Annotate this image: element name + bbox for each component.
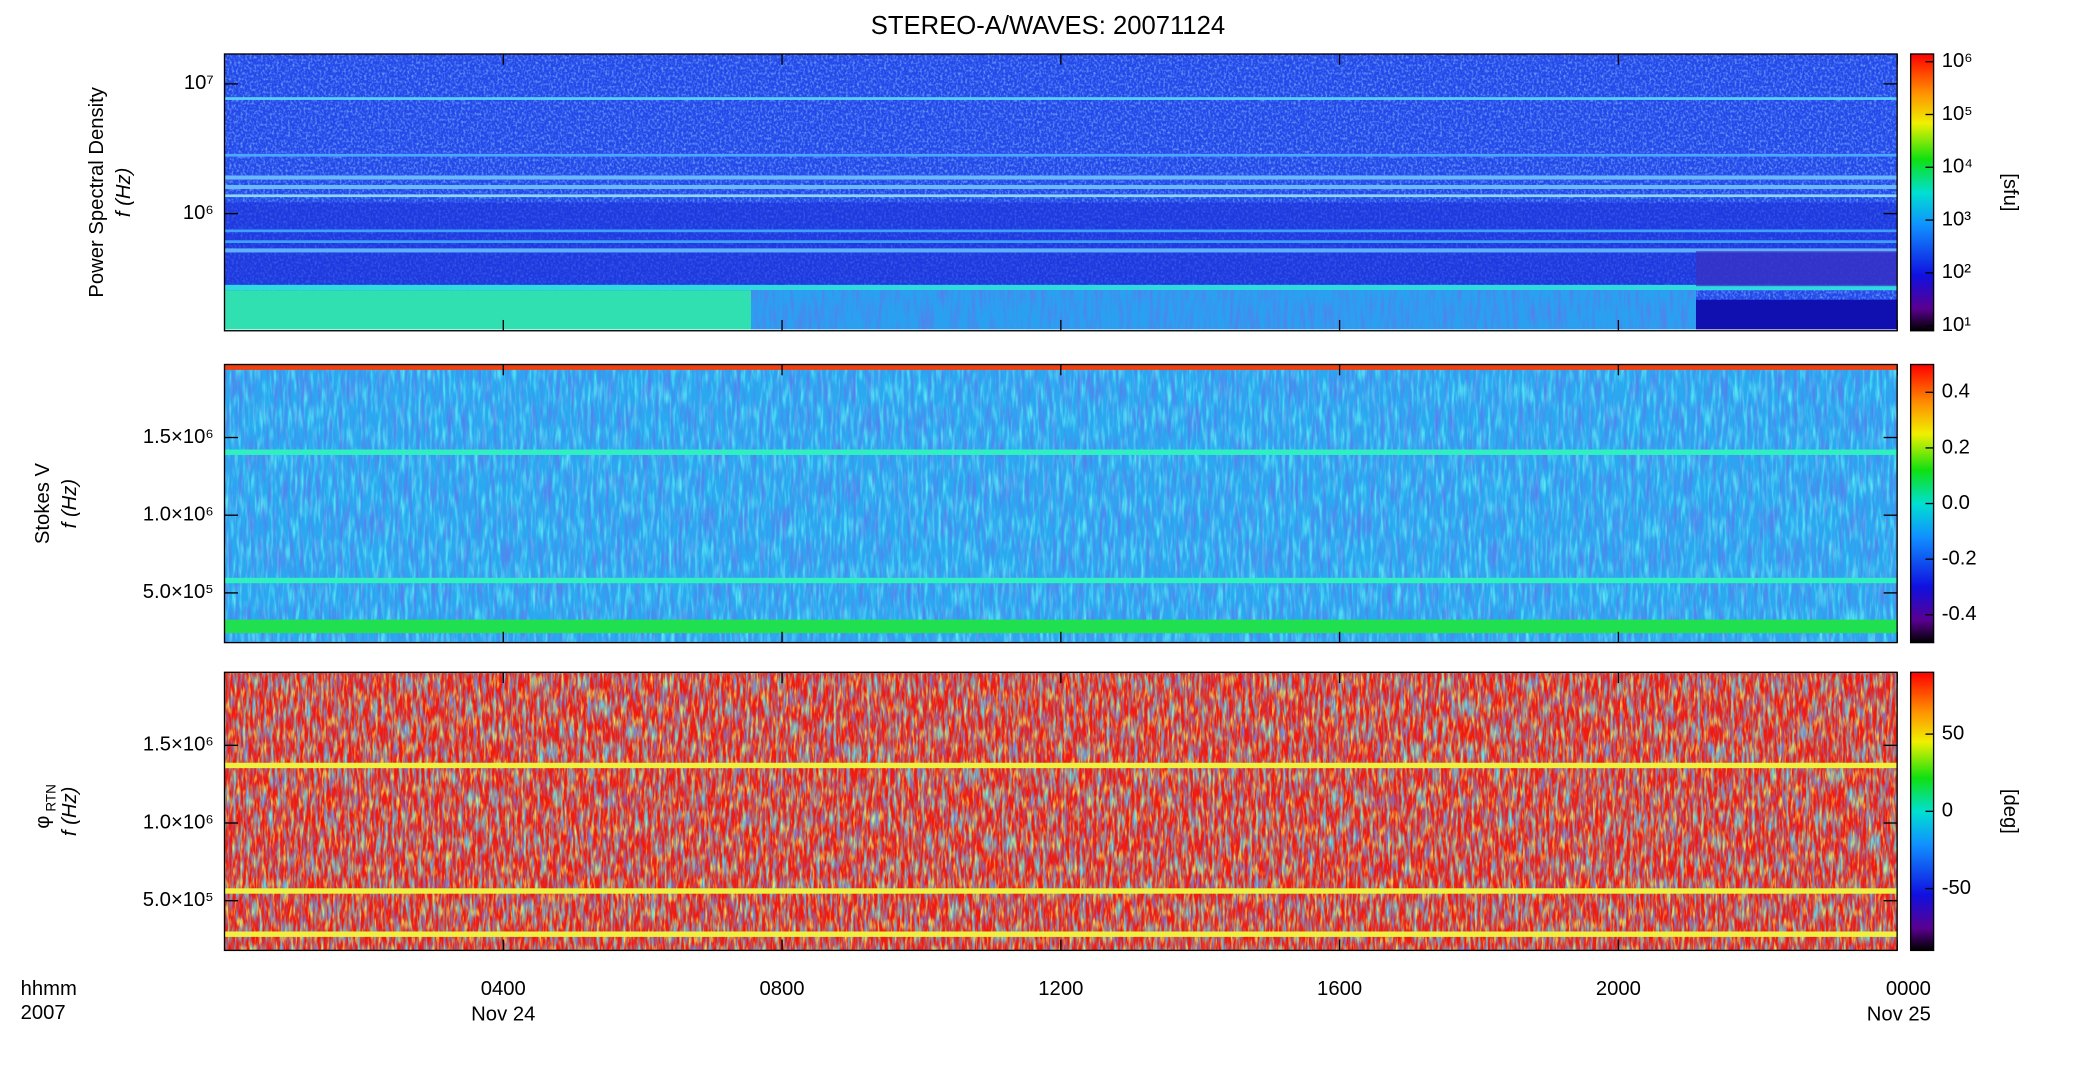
colorbar-label: [sfu] bbox=[1999, 173, 2021, 211]
y-tick-label: 1.5×10⁶ bbox=[143, 734, 214, 756]
y-axis-label: f (Hz) bbox=[59, 479, 81, 528]
x-tick-label: 0000 bbox=[1886, 978, 1931, 1000]
y-tick-label: 5.0×10⁵ bbox=[143, 889, 214, 911]
y-tick-label: 10⁶ bbox=[183, 202, 214, 224]
x-tick-sublabel: Nov 24 bbox=[471, 1004, 535, 1026]
colorbar-tick-label: -0.2 bbox=[1942, 548, 1977, 570]
colorbar-tick-label: 10⁴ bbox=[1942, 156, 1973, 178]
y-tick-label: 1.5×10⁶ bbox=[143, 426, 214, 448]
x-tick-label: 2000 bbox=[1596, 978, 1641, 1000]
x-tick-label: 1600 bbox=[1317, 978, 1362, 1000]
spectrogram bbox=[224, 54, 1898, 331]
spectrogram bbox=[224, 672, 1898, 951]
x-tick-label: 0400 bbox=[481, 978, 526, 1000]
y-axis-label: Power Spectral Density bbox=[86, 86, 108, 297]
y-tick-label: 10⁷ bbox=[184, 72, 214, 94]
colorbar-tick-label: 0.0 bbox=[1942, 492, 1970, 514]
y-axis-label: φ bbox=[32, 816, 54, 829]
y-axis-label: f (Hz) bbox=[59, 787, 81, 836]
colorbar-tick-label: 10¹ bbox=[1942, 314, 1972, 336]
colorbar-tick-label: 10² bbox=[1942, 261, 1972, 283]
colorbar-tick-label: 10⁵ bbox=[1942, 103, 1973, 125]
colorbar-tick-label: 50 bbox=[1942, 722, 1965, 744]
y-tick-label: 5.0×10⁵ bbox=[143, 581, 214, 603]
x-axis-label: hhmm bbox=[21, 978, 77, 1000]
colorbar-tick-label: 10³ bbox=[1942, 208, 1972, 230]
x-tick-sublabel: Nov 25 bbox=[1867, 1004, 1931, 1026]
x-tick-label: 1200 bbox=[1038, 978, 1083, 1000]
chart-title: STEREO-A/WAVES: 20071124 bbox=[871, 12, 1225, 40]
colorbar-tick-label: -0.4 bbox=[1942, 603, 1977, 625]
y-axis-label-subscript: RTN bbox=[43, 784, 58, 812]
colorbar-tick-label: 0.4 bbox=[1942, 381, 1970, 403]
spectrogram bbox=[224, 364, 1898, 643]
x-tick-label: 0800 bbox=[760, 978, 805, 1000]
colorbar-tick-label: 0 bbox=[1942, 800, 1953, 822]
colorbar-label: [deg] bbox=[1999, 789, 2021, 834]
y-axis-label: Stokes V bbox=[32, 463, 54, 545]
y-tick-label: 1.0×10⁶ bbox=[143, 811, 214, 833]
y-axis-label: f (Hz) bbox=[113, 168, 135, 218]
y-tick-label: 1.0×10⁶ bbox=[143, 504, 214, 526]
colorbar-tick-label: -50 bbox=[1942, 877, 1971, 899]
colorbar bbox=[1909, 53, 1935, 332]
x-axis-label: 2007 bbox=[21, 1002, 66, 1024]
colorbar-tick-label: 10⁶ bbox=[1942, 50, 1973, 72]
colorbar-tick-label: 0.2 bbox=[1942, 436, 1970, 458]
